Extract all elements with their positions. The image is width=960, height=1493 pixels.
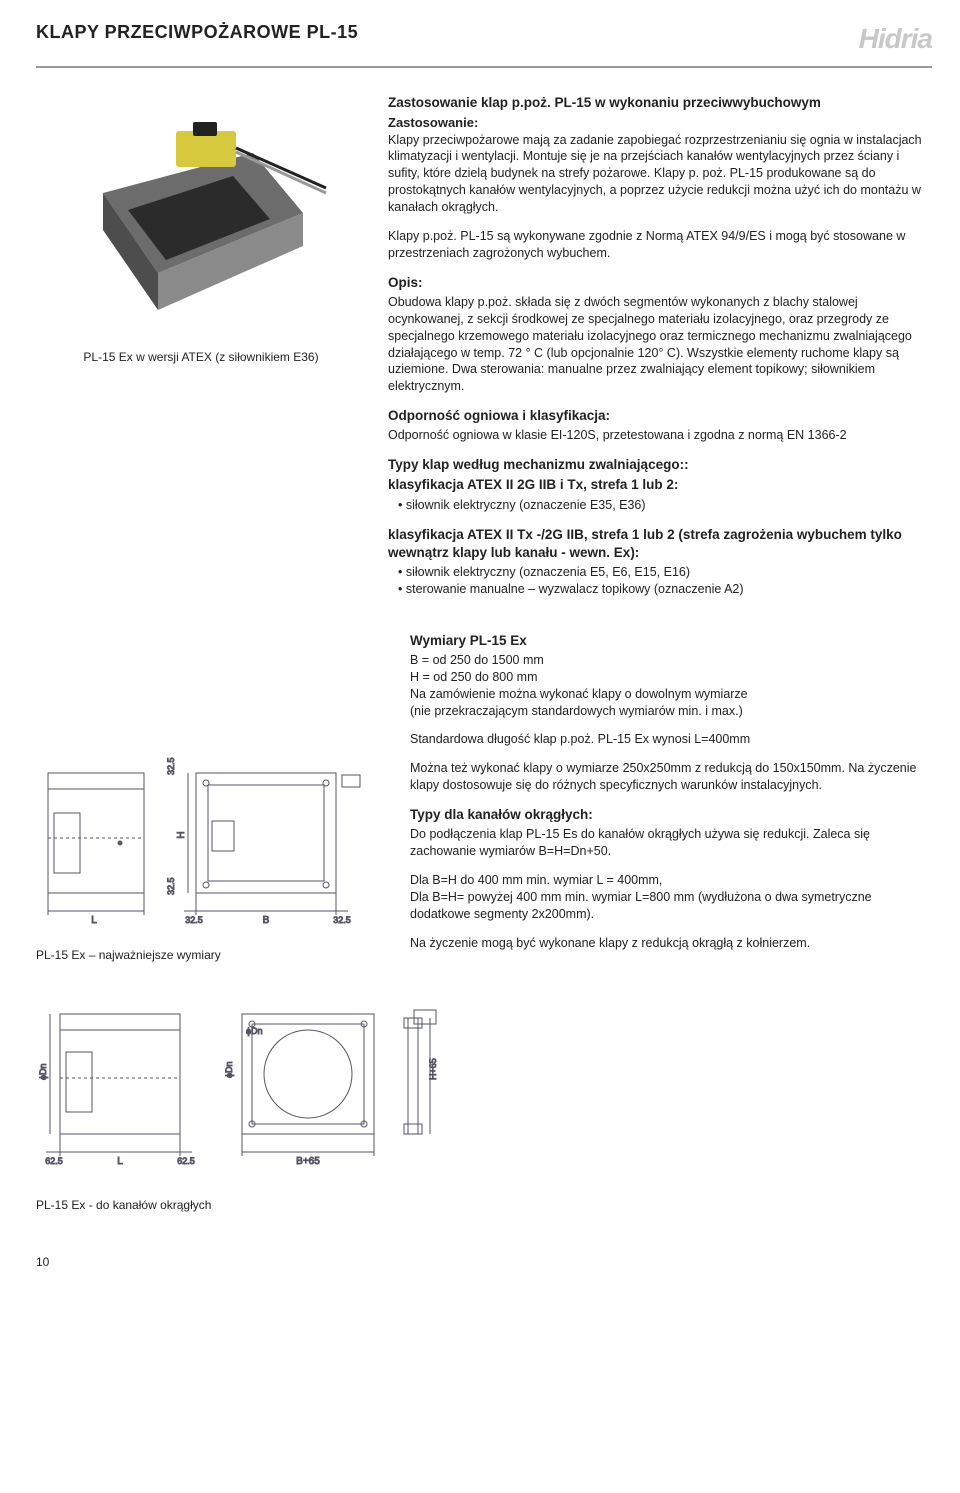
dim-line-3: Na zamówienie można wykonać klapy o dowo… — [410, 686, 932, 703]
brand-logo: Hidria — [859, 20, 932, 58]
application-heading: Zastosowanie klap p.poż. PL-15 w wykonan… — [388, 94, 932, 112]
header-divider — [36, 66, 932, 68]
dim-para-2: Standardowa długość klap p.poż. PL-15 Ex… — [410, 731, 932, 748]
round-para-4: Na życzenie mogą być wykonane klapy z re… — [410, 935, 932, 952]
types-heading-1a: Typy klap według mechanizmu zwalniająceg… — [388, 456, 932, 474]
drawing-1-caption: PL-15 Ex – najważniejsze wymiary — [36, 947, 386, 963]
svg-text:L: L — [91, 915, 97, 926]
svg-text:B: B — [263, 915, 270, 926]
svg-text:32.5: 32.5 — [166, 877, 176, 895]
product-photo — [48, 98, 348, 343]
page-number: 10 — [36, 1254, 932, 1270]
application-para-1: Klapy przeciwpożarowe mają za zadanie za… — [388, 132, 932, 216]
dim-para-3: Można też wykonać klapy o wymiarze 250x2… — [410, 760, 932, 794]
svg-text:H: H — [176, 831, 187, 838]
round-para-3: Dla B=H= powyżej 400 mm min. wymiar L=80… — [410, 889, 932, 923]
types2-bullet-1: siłownik elektryczny (oznaczenia E5, E6,… — [388, 564, 932, 581]
svg-text:32.5: 32.5 — [333, 915, 351, 925]
svg-text:ϕDn: ϕDn — [224, 1061, 234, 1078]
svg-text:ϕDn: ϕDn — [38, 1063, 48, 1080]
dim-line-1: B = od 250 do 1500 mm — [410, 652, 932, 669]
drawing-2-caption: PL-15 Ex - do kanałów okrągłych — [36, 1197, 932, 1213]
svg-text:L: L — [117, 1156, 123, 1167]
product-photo-caption: PL-15 Ex w wersji ATEX (z siłownikiem E3… — [36, 349, 366, 365]
svg-text:62.5: 62.5 — [177, 1156, 195, 1166]
round-para-2: Dla B=H do 400 mm min. wymiar L = 400mm, — [410, 872, 932, 889]
types-heading-2: klasyfikacja ATEX II Tx -/2G IIB, strefa… — [388, 526, 932, 562]
types-heading-1b: klasyfikacja ATEX II 2G IIB i Tx, strefa… — [388, 476, 932, 494]
svg-text:62.5: 62.5 — [45, 1156, 63, 1166]
application-para-2: Klapy p.poż. PL-15 są wykonywane zgodnie… — [388, 228, 932, 262]
svg-text:32.5: 32.5 — [166, 757, 176, 775]
dim-line-4: (nie przekraczającym standardowych wymia… — [410, 703, 932, 720]
types2-bullet-2: sterowanie manualne – wyzwalacz topikowy… — [388, 581, 932, 598]
round-para-1: Do podłączenia klap PL-15 Es do kanałów … — [410, 826, 932, 860]
fire-para: Odporność ogniowa w klasie EI-120S, prze… — [388, 427, 932, 444]
application-subheading: Zastosowanie: — [388, 114, 932, 132]
page-title: KLAPY PRZECIWPOŻAROWE PL-15 — [36, 20, 358, 44]
svg-text:ϕDn: ϕDn — [246, 1026, 263, 1036]
dimensions-heading: Wymiary PL-15 Ex — [410, 632, 932, 650]
dimensions-drawing-2: ϕDn 62.5 L 62.5 ϕDn ϕDn — [36, 988, 466, 1183]
svg-text:32.5: 32.5 — [185, 915, 203, 925]
svg-text:B+65: B+65 — [296, 1156, 320, 1167]
fire-heading: Odporność ogniowa i klasyfikacja: — [388, 407, 932, 425]
dim-line-2: H = od 250 do 800 mm — [410, 669, 932, 686]
round-heading: Typy dla kanałów okrągłych: — [410, 806, 932, 824]
description-heading: Opis: — [388, 274, 932, 292]
description-para: Obudowa klapy p.poż. składa się z dwóch … — [388, 294, 932, 395]
types1-bullet-1: siłownik elektryczny (oznaczenie E35, E3… — [388, 497, 932, 514]
dimensions-drawing-1: L H 32.5 32.5 — [36, 743, 386, 933]
